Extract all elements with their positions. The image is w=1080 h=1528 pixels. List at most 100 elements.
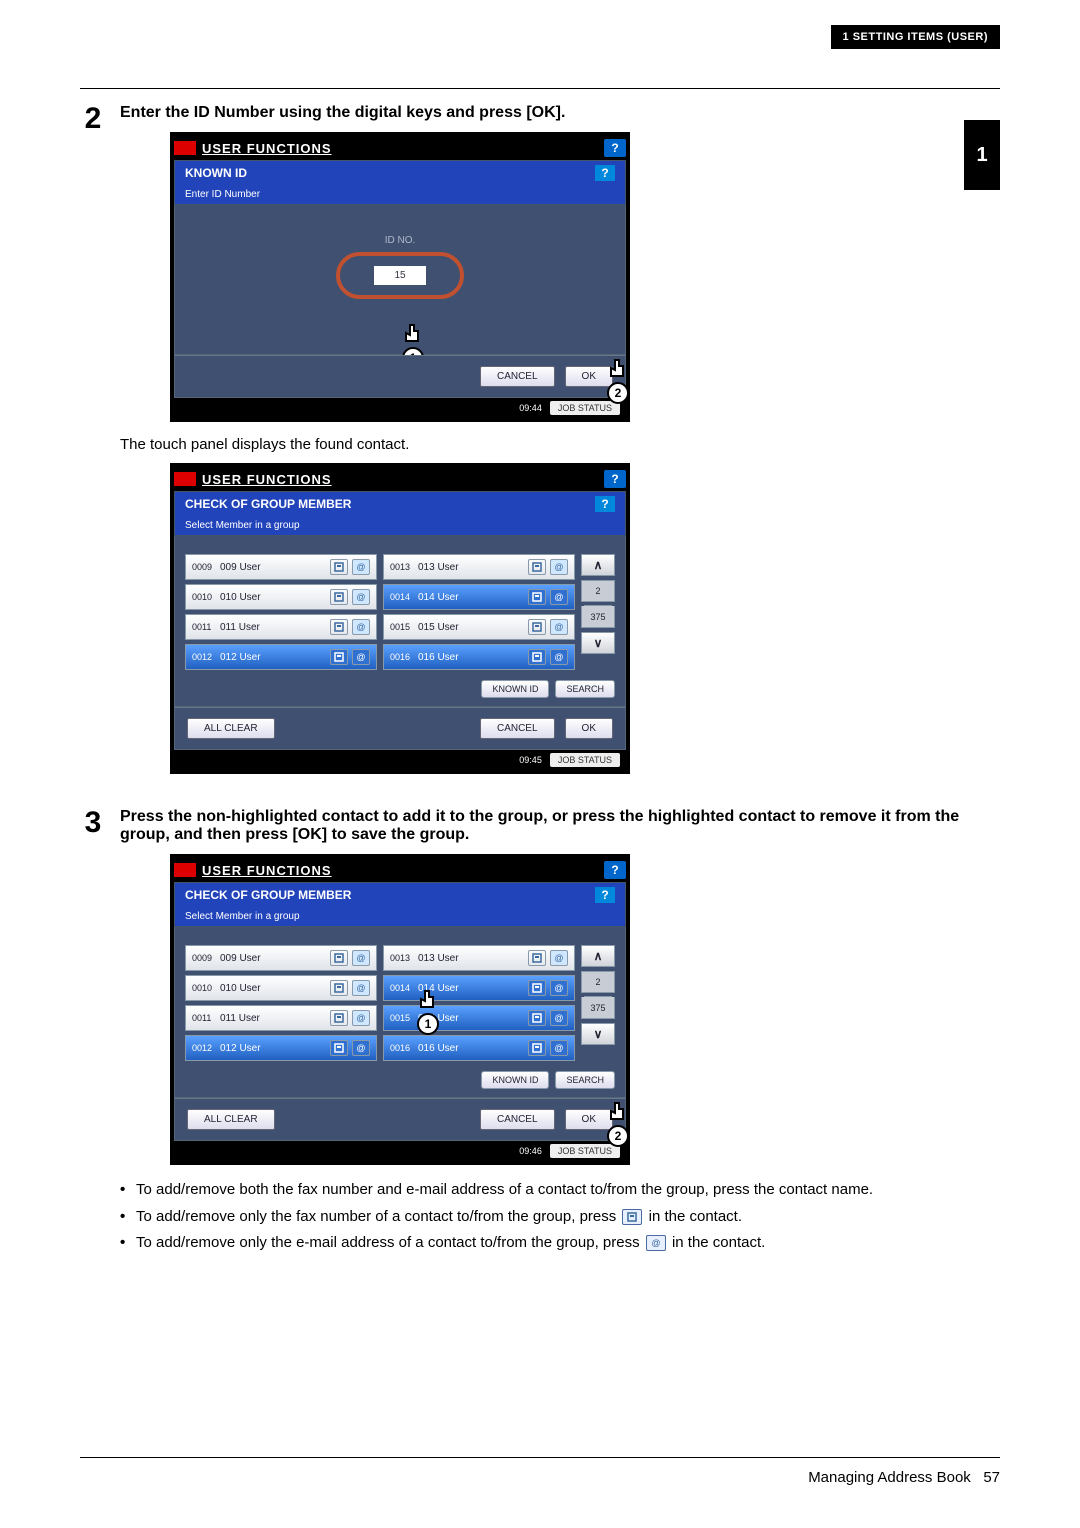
known-id-button[interactable]: KNOWN ID	[481, 1071, 549, 1089]
help-icon[interactable]: ?	[595, 165, 615, 181]
fax-icon[interactable]	[330, 559, 348, 575]
contact-row[interactable]: 0015015 User@	[383, 1005, 575, 1031]
step-title: Enter the ID Number using the digital ke…	[120, 104, 1000, 122]
contact-row[interactable]: 0009009 User@	[185, 945, 377, 971]
contact-row[interactable]: 0016016 User@	[383, 644, 575, 670]
svg-text:@: @	[356, 652, 365, 662]
fax-icon[interactable]	[330, 1010, 348, 1026]
member-list: 0009009 User@0010010 User@0011011 User@0…	[174, 536, 626, 707]
fax-icon[interactable]	[528, 589, 546, 605]
fax-icon[interactable]	[528, 559, 546, 575]
mail-icon[interactable]: @	[352, 1010, 370, 1026]
mail-icon[interactable]: @	[352, 950, 370, 966]
all-clear-button[interactable]: ALL CLEAR	[187, 718, 275, 739]
svg-text:@: @	[554, 562, 563, 572]
contact-row[interactable]: 0009009 User@	[185, 554, 377, 580]
contact-row[interactable]: 0015015 User@	[383, 614, 575, 640]
contact-row[interactable]: 0013013 User@	[383, 945, 575, 971]
contact-id: 0013	[390, 562, 414, 572]
svg-text:@: @	[356, 592, 365, 602]
contact-row[interactable]: 0016016 User@	[383, 1035, 575, 1061]
svg-text:@: @	[356, 983, 365, 993]
member-list: 0009009 User@0010010 User@0011011 User@0…	[174, 927, 626, 1098]
ok-button[interactable]: OK	[565, 718, 613, 739]
fax-icon[interactable]	[528, 1040, 546, 1056]
page-total: 375	[581, 997, 615, 1019]
cancel-button[interactable]: CANCEL	[480, 366, 555, 387]
contact-id: 0013	[390, 953, 414, 963]
fax-icon[interactable]	[528, 649, 546, 665]
contact-row[interactable]: 0012012 User@	[185, 1035, 377, 1061]
svg-text:@: @	[356, 1013, 365, 1023]
job-status-button[interactable]: JOB STATUS	[550, 753, 620, 767]
cancel-button[interactable]: CANCEL	[480, 718, 555, 739]
svg-text:@: @	[554, 1013, 563, 1023]
mail-icon[interactable]: @	[550, 1010, 568, 1026]
mail-icon[interactable]: @	[352, 619, 370, 635]
scroll-up-button[interactable]: ∧	[581, 554, 615, 576]
fax-icon[interactable]	[528, 619, 546, 635]
mail-icon[interactable]: @	[352, 980, 370, 996]
id-label: ID NO.	[175, 235, 625, 246]
contact-row[interactable]: 0011011 User@	[185, 614, 377, 640]
contact-row[interactable]: 0014014 User@	[383, 584, 575, 610]
svg-text:@: @	[554, 622, 563, 632]
instruction-text: Enter ID Number	[174, 185, 626, 205]
help-icon[interactable]: ?	[604, 139, 626, 157]
fax-icon[interactable]	[528, 950, 546, 966]
contact-id: 0016	[390, 1043, 414, 1053]
fax-icon[interactable]	[528, 1010, 546, 1026]
mail-icon[interactable]: @	[352, 559, 370, 575]
search-button[interactable]: SEARCH	[555, 1071, 615, 1089]
fax-icon[interactable]	[330, 950, 348, 966]
help-icon[interactable]: ?	[595, 496, 615, 512]
contact-row[interactable]: 0013013 User@	[383, 554, 575, 580]
contact-row[interactable]: 0010010 User@	[185, 975, 377, 1001]
cancel-button[interactable]: CANCEL	[480, 1109, 555, 1130]
fax-icon[interactable]	[330, 1040, 348, 1056]
header-rule	[80, 88, 1000, 89]
svg-text:@: @	[554, 953, 563, 963]
fax-icon[interactable]	[330, 589, 348, 605]
all-clear-button[interactable]: ALL CLEAR	[187, 1109, 275, 1130]
help-icon[interactable]: ?	[604, 861, 626, 879]
mail-icon[interactable]: @	[550, 619, 568, 635]
id-input[interactable]: 15	[374, 266, 425, 285]
screen-time: 09:46	[519, 1146, 542, 1156]
screen-time: 09:44	[519, 403, 542, 413]
help-icon[interactable]: ?	[595, 887, 615, 903]
highlight-ring: 15	[336, 252, 463, 299]
fax-icon[interactable]	[330, 980, 348, 996]
mail-icon[interactable]: @	[550, 980, 568, 996]
screen-time: 09:45	[519, 755, 542, 765]
fax-icon[interactable]	[330, 619, 348, 635]
mail-icon: @	[646, 1235, 666, 1251]
mail-icon[interactable]: @	[352, 1040, 370, 1056]
contact-row[interactable]: 0012012 User@	[185, 644, 377, 670]
mail-icon[interactable]: @	[550, 1040, 568, 1056]
scroll-down-button[interactable]: ∨	[581, 632, 615, 654]
scroll-down-button[interactable]: ∨	[581, 1023, 615, 1045]
mail-icon[interactable]: @	[550, 559, 568, 575]
bullet-item: To add/remove only the fax number of a c…	[120, 1206, 1000, 1229]
mail-icon[interactable]: @	[550, 589, 568, 605]
svg-text:@: @	[554, 1043, 563, 1053]
screen-title: USER FUNCTIONS	[202, 141, 604, 156]
mail-icon[interactable]: @	[352, 589, 370, 605]
fax-icon[interactable]	[528, 980, 546, 996]
contact-name: 009 User	[220, 953, 326, 964]
contact-row[interactable]: 0014014 User@	[383, 975, 575, 1001]
contact-row[interactable]: 0011011 User@	[185, 1005, 377, 1031]
screen-title: USER FUNCTIONS	[202, 863, 604, 878]
search-button[interactable]: SEARCH	[555, 680, 615, 698]
fax-icon[interactable]	[330, 649, 348, 665]
footer-rule	[80, 1457, 1000, 1458]
mail-icon[interactable]: @	[550, 950, 568, 966]
contact-id: 0012	[192, 1043, 216, 1053]
help-icon[interactable]: ?	[604, 470, 626, 488]
contact-row[interactable]: 0010010 User@	[185, 584, 377, 610]
mail-icon[interactable]: @	[550, 649, 568, 665]
scroll-up-button[interactable]: ∧	[581, 945, 615, 967]
known-id-button[interactable]: KNOWN ID	[481, 680, 549, 698]
mail-icon[interactable]: @	[352, 649, 370, 665]
